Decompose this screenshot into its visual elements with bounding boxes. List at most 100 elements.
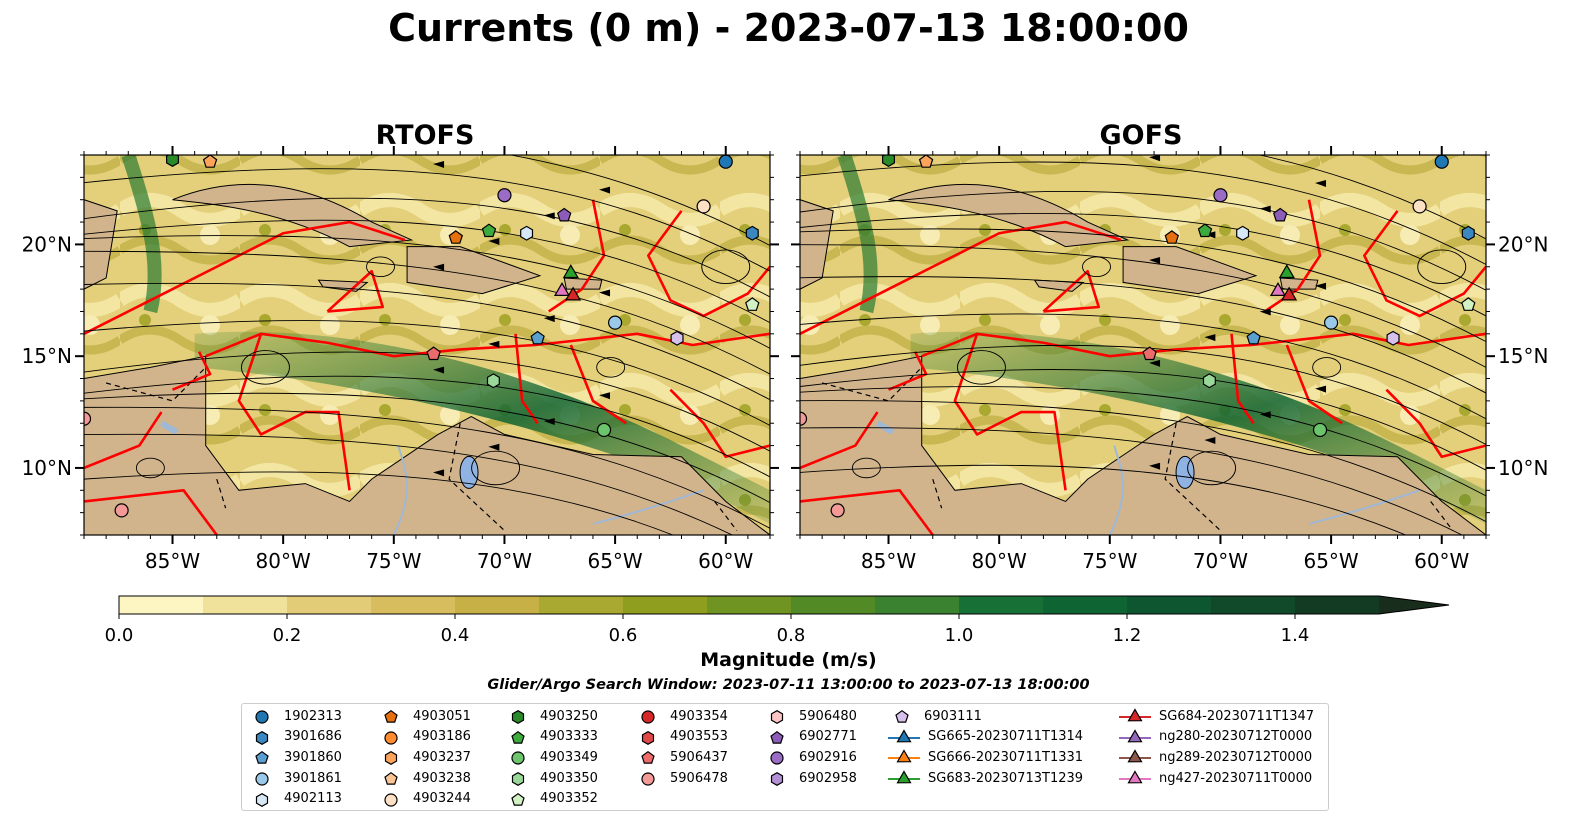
streamline-arrow (599, 186, 611, 194)
legend-marker (641, 751, 655, 765)
legend-item: 3901860 (248, 747, 342, 768)
cuba-land (888, 183, 1130, 248)
streamlines (84, 135, 770, 535)
legend-symbol (511, 751, 525, 766)
legend-label: 4903349 (540, 749, 598, 765)
float-marker (1312, 422, 1328, 438)
legend-item: SG665-20230711T1314 (888, 727, 1083, 748)
legend-column: 6903111 SG665-20230711T1314 SG666-20230711… (888, 706, 1083, 788)
streamline-arrow (599, 289, 611, 297)
x-tick-label: 85°W (145, 549, 200, 573)
streamline-arrow (488, 238, 500, 246)
legend-marker (770, 730, 784, 744)
legend-label: 4903238 (413, 770, 471, 786)
streamline-arrow (1204, 437, 1216, 444)
float-marker (745, 297, 760, 311)
streamline (800, 313, 1486, 420)
legend-label: 4903186 (413, 729, 471, 745)
legend-marker (1119, 729, 1151, 743)
current-jet (194, 331, 770, 524)
float-marker (718, 155, 733, 169)
colorbar-tick-label: 1.4 (1281, 625, 1310, 646)
legend-item: SG666-20230711T1331 (888, 747, 1083, 768)
legend-label: 3901686 (284, 729, 342, 745)
legend-symbol (896, 749, 912, 763)
legend-symbol (896, 729, 912, 743)
legend-item: 5906480 (763, 706, 857, 727)
streamline (84, 375, 770, 478)
legend-marker (888, 729, 920, 743)
legend-marker (511, 792, 525, 806)
streamline (800, 427, 1463, 535)
legend-item: 4903238 (377, 768, 471, 789)
y-tick-label: 15°N (22, 344, 72, 368)
legend-marker (511, 710, 525, 725)
streamline-arrow (488, 135, 499, 142)
legend-label: 4903333 (540, 729, 598, 745)
colorbar-segment (707, 596, 792, 614)
legend-label: 6902916 (799, 749, 857, 765)
legend-marker (895, 710, 909, 723)
legend-item: 4903349 (504, 747, 598, 768)
streamline (84, 392, 770, 503)
x-tick-label: 75°W (1082, 549, 1137, 573)
colorbar-segment (1211, 596, 1296, 614)
map-frame (799, 154, 1487, 536)
float-marker (556, 207, 572, 222)
float-marker (596, 422, 612, 438)
legend-symbol (255, 751, 269, 765)
float-marker (497, 188, 512, 203)
float-marker (696, 199, 711, 214)
legend-column: 4903250 4903333 4903349 4903350 4903352 (504, 706, 598, 809)
eddy (135, 457, 165, 479)
colorbar-segment (623, 596, 708, 614)
streamline-arrow (1315, 282, 1327, 290)
float-marker (830, 503, 845, 518)
streamline (84, 250, 770, 375)
streamline-arrow (543, 418, 555, 425)
eddy (366, 256, 395, 278)
yucatan-current (121, 155, 162, 314)
float-marker (670, 330, 684, 346)
colorbar-outline (118, 595, 1450, 615)
streamline (84, 406, 770, 529)
eddy (1417, 249, 1467, 285)
legend-column: 4903354 4903553 5906437 5906478 (634, 706, 728, 788)
float-marker (1246, 330, 1261, 345)
legend-marker (641, 710, 655, 724)
streamline (800, 464, 1407, 535)
legend-label: 6902958 (799, 770, 857, 786)
legend-marker (888, 749, 920, 763)
streamline (84, 282, 770, 401)
legend-symbol (384, 772, 398, 785)
legend-marker (888, 770, 920, 784)
legend-symbol (641, 730, 655, 745)
streamline-arrow (433, 366, 445, 374)
legend-column: 5906480 6902771 6902916 6902958 (763, 706, 857, 788)
legend-item: 6902771 (763, 727, 857, 748)
streamline (800, 191, 1486, 291)
x-tick-label: 80°W (972, 549, 1027, 573)
legend-marker (255, 730, 269, 745)
colorbar-segment (119, 596, 204, 614)
float-marker (448, 230, 464, 244)
colorbar-segment (1295, 596, 1380, 614)
eddy (1082, 256, 1111, 278)
river (1108, 445, 1124, 535)
float-marker (1269, 281, 1287, 296)
x-tick-label: 80°W (256, 549, 311, 573)
legend-item: 5906478 (634, 768, 728, 789)
south-america-land (800, 355, 1486, 535)
legend-label: 5906437 (670, 749, 728, 765)
x-tick-label: 65°W (587, 549, 642, 573)
cuba-land (172, 183, 414, 248)
float-marker (1412, 199, 1427, 214)
legend-marker (384, 751, 398, 766)
float-marker (166, 155, 179, 167)
search-window-text: Glider/Argo Search Window: 2023-07-11 13… (487, 677, 1090, 693)
colorbar-segment (371, 596, 456, 614)
colorbar-segment (875, 596, 960, 614)
legend-label: 6902771 (799, 729, 857, 745)
legend-symbol (384, 793, 398, 807)
float-marker (202, 155, 218, 168)
